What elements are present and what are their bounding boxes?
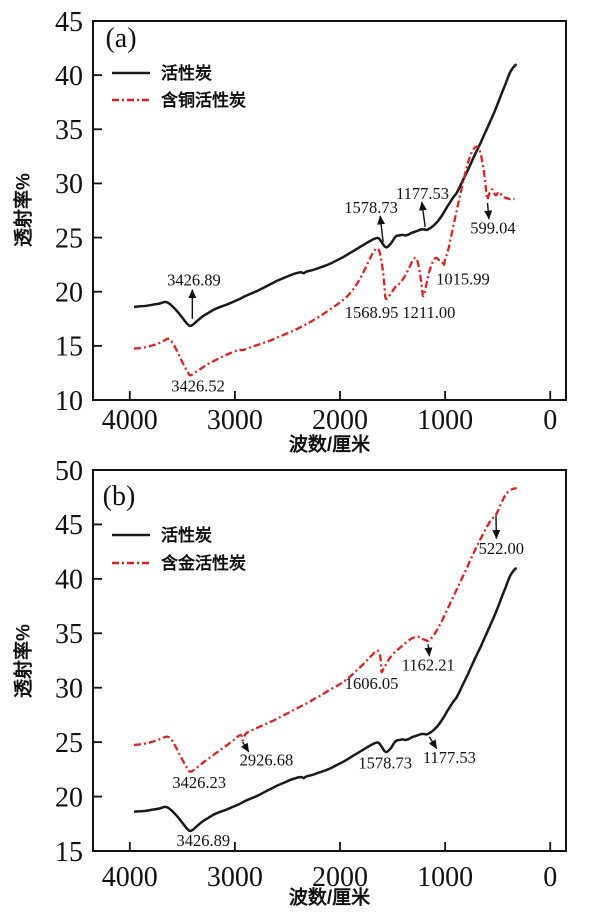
annotation-arrow [484,202,493,220]
peak-annotation: 3426.52 [171,377,225,396]
peak-annotation: 1211.00 [402,303,455,322]
annotation-arrow [418,201,427,227]
peak-annotation: 3426.89 [177,831,231,850]
peak-annotation: 599.04 [470,219,515,238]
x-axis-tick-label: 4000 [102,862,158,893]
y-axis-tick-label: 25 [55,223,83,254]
plot-border [92,469,567,852]
x-axis-tick-label: 4000 [102,405,158,436]
y-axis-tick-label: 10 [55,386,83,417]
annotation-arrow [377,215,386,242]
y-axis-tick-label: 35 [55,619,83,650]
x-axis-tick-label: 2000 [312,405,368,436]
panel-b-chart: 4000 3000 2000 1000 0 15 20 25 30 35 40 45 50 波数/厘米 透射… [12,461,567,909]
x-axis-title: 波数/厘米 [289,886,371,909]
annotation-arrow [428,736,438,750]
x-axis-tick-label: 0 [543,862,557,893]
x-axis-tick-label: 3000 [207,405,263,436]
legend-entry-label: 活性炭 [161,525,212,545]
series-curve-1 [133,145,515,377]
y-axis-tick-label: 45 [55,7,83,38]
legend-entry-label: 含金活性炭 [161,553,246,573]
y-axis-tick-label: 25 [55,728,83,759]
peak-annotation: 1578.73 [358,754,412,773]
y-axis-tick-label: 20 [55,782,83,813]
y-axis-tick-label: 35 [55,115,83,146]
series-curve-0 [133,566,518,833]
y-axis-tick-label: 15 [55,332,83,363]
peak-annotation: 3426.89 [167,271,221,290]
series-curve-0 [133,63,518,328]
y-axis-tick-label: 50 [55,461,83,487]
peak-annotation: 1177.53 [423,748,476,767]
legend-entry-label: 活性炭 [161,63,212,83]
peak-annotation: 3426.23 [172,773,226,792]
annotation-arrow [424,644,433,657]
y-axis-title: 透射率% [12,173,35,247]
peak-annotation: 1606.05 [345,674,399,693]
x-axis-title: 波数/厘米 [289,433,371,456]
y-axis-tick-label: 20 [55,278,83,309]
y-axis-title: 透射率% [12,624,35,698]
x-axis-tick-label: 1000 [417,405,473,436]
peak-annotation: 2926.68 [240,750,294,769]
panel-label: (a) [105,23,136,54]
y-axis-tick-label: 30 [55,169,83,200]
peak-annotation: 1568.95 [345,303,399,322]
x-axis-tick-label: 3000 [207,862,263,893]
peak-annotation: 1015.99 [436,269,490,288]
y-axis-tick-label: 15 [55,837,83,868]
annotation-arrow [240,741,250,753]
peak-annotation: 1162.21 [402,656,455,675]
peak-annotation: 1578.73 [344,198,398,217]
panel-label: (b) [103,481,136,512]
y-axis-tick-label: 45 [55,510,83,541]
panel-a-chart: 4000 3000 2000 1000 0 10 15 20 25 30 35 40 45 波数/厘米 透射… [12,7,567,456]
peak-annotation: 1177.53 [396,184,449,203]
y-axis-tick-label: 40 [55,565,83,596]
y-axis-tick-label: 40 [55,61,83,92]
y-axis-tick-label: 30 [55,674,83,705]
series-curve-1 [133,486,517,773]
x-axis-tick-label: 2000 [312,862,368,893]
x-axis-tick-label: 1000 [417,862,473,893]
legend-entry-label: 含铜活性炭 [161,90,246,110]
x-axis-tick-label: 0 [543,405,557,436]
plot-border [92,20,567,401]
peak-annotation: 522.00 [479,539,524,558]
